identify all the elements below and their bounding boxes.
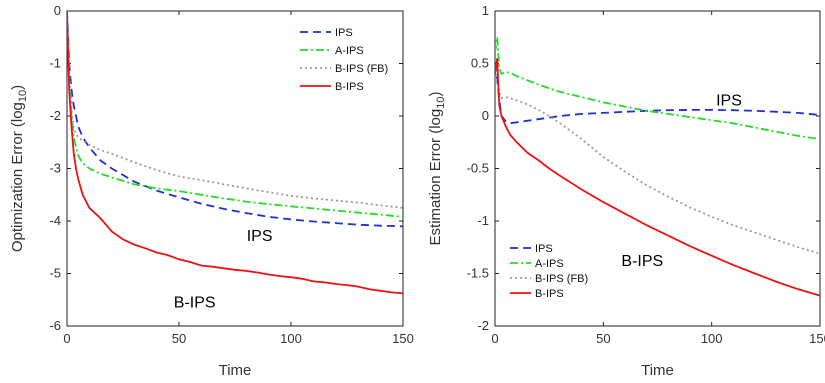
y-tick-label: -6: [49, 318, 61, 333]
y-axis-label-suffix: ): [9, 85, 26, 90]
x-axis-label: Time: [641, 362, 674, 379]
y-tick-label: -3: [49, 161, 61, 176]
annotation-label: B-IPS: [621, 253, 663, 270]
y-tick-label: 0: [482, 108, 489, 123]
y-axis-label-main: Estimation Error (log: [427, 109, 444, 246]
plot-frame: [66, 10, 404, 327]
series-line-ips: [67, 11, 403, 228]
legend-label: A-IPS: [335, 45, 364, 57]
legend-label: B-IPS (FB): [335, 63, 388, 75]
series-line-b-ips-fb-: [495, 68, 820, 255]
y-axis-label-main: Optimization Error (log: [9, 102, 26, 252]
x-axis-label: Time: [219, 362, 252, 379]
y-axis-label-suffix: ): [427, 92, 444, 97]
y-tick-label: -2: [477, 318, 489, 333]
x-tick-label: 150: [809, 331, 825, 346]
y-tick-label: 1: [482, 3, 489, 18]
legend-label: B-IPS: [535, 288, 564, 300]
x-tick-label: 150: [392, 331, 414, 346]
x-tick-label: 100: [280, 331, 302, 346]
y-axis-label-subscript: 10: [435, 97, 447, 109]
y-tick-label: -1: [49, 56, 61, 71]
x-tick-label: 0: [63, 331, 70, 346]
x-tick-label: 100: [701, 331, 723, 346]
x-tick-label: 0: [491, 331, 498, 346]
series-line-b-ips-fb-: [67, 11, 403, 209]
y-tick-label: -1.5: [467, 266, 489, 281]
legend-label: B-IPS (FB): [535, 273, 588, 285]
annotation-label: IPS: [247, 228, 273, 245]
legend-label: IPS: [535, 243, 553, 255]
chart-1: 0 50 100 150 -6 -5 -4 -3 -2 -1 0 Time Optimization E…: [9, 3, 414, 379]
series-line-ips: [495, 63, 820, 125]
legend-label: A-IPS: [535, 258, 564, 270]
legend-label: IPS: [335, 27, 353, 39]
legend: IPS A-IPS B-IPS (FB) B-IPS: [300, 27, 388, 93]
y-axis-label-subscript: 10: [17, 90, 29, 102]
y-tick-label: 0.5: [471, 56, 489, 71]
y-tick-label: -2: [49, 108, 61, 123]
legend: IPS A-IPS B-IPS (FB) B-IPS: [510, 243, 588, 300]
series-line-b-ips: [67, 11, 403, 295]
y-tick-label: 0: [54, 3, 61, 18]
annotation-label: IPS: [716, 93, 742, 110]
y-axis-label: Optimization Error (log10): [9, 85, 29, 252]
y-tick-label: -0.5: [467, 161, 489, 176]
x-tick-label: 50: [596, 331, 610, 346]
annotation-label: B-IPS: [174, 295, 216, 312]
y-tick-label: -4: [49, 213, 61, 228]
series-line-a-ips: [495, 37, 820, 140]
y-tick-label: -1: [477, 213, 489, 228]
x-tick-label: 50: [172, 331, 186, 346]
series-line-b-ips: [495, 58, 820, 297]
y-tick-label: -5: [49, 266, 61, 281]
series-line-a-ips: [67, 11, 403, 218]
y-axis-label: Estimation Error (log10): [427, 92, 447, 246]
legend-label: B-IPS: [335, 81, 364, 93]
chart-2: 0 50 100 150 -2 -1.5 -1 -0.5 0 0.5 1 Time Estimation…: [427, 3, 825, 379]
